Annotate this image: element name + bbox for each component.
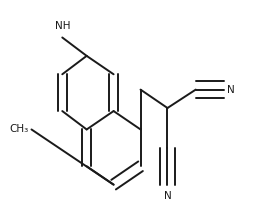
Text: N: N (164, 191, 171, 201)
Text: NH: NH (54, 21, 70, 31)
Text: N: N (227, 85, 234, 95)
Text: CH₃: CH₃ (10, 124, 29, 135)
